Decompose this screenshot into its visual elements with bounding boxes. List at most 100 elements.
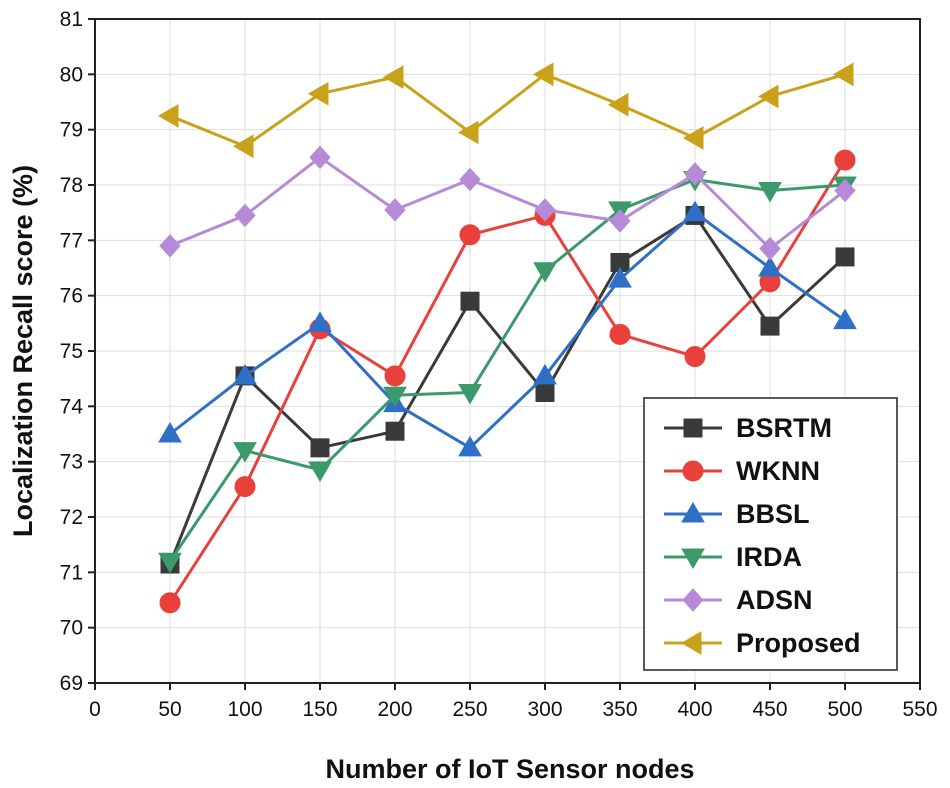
- legend-item-irda: IRDA: [664, 542, 802, 572]
- y-axis-title: Localization Recall score (%): [8, 165, 38, 537]
- series-line: [168, 213, 847, 565]
- data-point: [308, 81, 329, 106]
- legend-marker: [681, 502, 705, 523]
- y-tick-label: 77: [60, 229, 83, 252]
- legend-marker: [681, 631, 702, 655]
- data-point: [309, 145, 331, 170]
- y-tick-label: 78: [60, 174, 83, 197]
- legend-label: IRDA: [736, 542, 802, 572]
- y-tick-label: 76: [60, 285, 83, 308]
- x-tick-label: 500: [827, 698, 862, 721]
- data-point: [684, 346, 706, 368]
- data-point: [533, 62, 554, 87]
- data-point: [759, 236, 781, 261]
- data-point: [683, 126, 704, 150]
- legend-item-bbsl: BBSL: [664, 499, 810, 529]
- data-point: [684, 162, 706, 186]
- x-tick-label: 300: [527, 698, 562, 721]
- data-point: [609, 323, 631, 345]
- y-tick-label: 80: [60, 63, 83, 86]
- data-point: [233, 363, 257, 385]
- data-point: [835, 247, 855, 267]
- data-point: [158, 552, 182, 574]
- data-point: [460, 291, 480, 311]
- y-tick-label: 81: [60, 8, 83, 31]
- tick-layer: 69 70 71 72 73 74 75 76 77 78 79 80 81 0 50 100 150 200 25…: [60, 8, 938, 721]
- data-point: [760, 316, 780, 336]
- data-point: [834, 178, 856, 203]
- legend-item-wknn: WKNN: [664, 456, 820, 486]
- y-tick-label: 69: [60, 672, 83, 695]
- legend-marker: [681, 548, 705, 569]
- data-point: [833, 308, 857, 330]
- data-point: [458, 435, 482, 457]
- data-point: [159, 234, 181, 258]
- data-point: [159, 592, 181, 614]
- series-line: [168, 177, 846, 563]
- legend-item-bsrtm: BSRTM: [664, 413, 832, 443]
- data-point: [535, 383, 555, 402]
- data-point: [458, 384, 482, 405]
- data-point: [384, 365, 406, 387]
- x-tick-label: 0: [89, 698, 101, 721]
- legend-marker: [682, 588, 704, 612]
- series-proposed: [158, 62, 854, 159]
- x-axis-title: Number of IoT Sensor nodes: [325, 754, 694, 784]
- legend-item-proposed: Proposed: [664, 628, 861, 658]
- legend-label: ADSN: [736, 585, 813, 615]
- x-tick-label: 350: [602, 698, 637, 721]
- data-point: [234, 476, 256, 498]
- data-point: [608, 92, 629, 117]
- legend-marker: [682, 460, 704, 482]
- data-point: [308, 311, 332, 332]
- data-point: [459, 167, 481, 192]
- data-point: [833, 62, 854, 87]
- y-tick-label: 74: [60, 395, 84, 418]
- data-point: [758, 182, 782, 203]
- data-point: [385, 421, 405, 441]
- legend-box: [643, 397, 898, 671]
- legend-label: BBSL: [736, 499, 810, 529]
- data-point: [458, 120, 479, 145]
- data-point: [459, 224, 481, 246]
- x-tick-label: 150: [302, 698, 337, 721]
- y-tick-label: 75: [60, 340, 83, 363]
- data-point: [308, 461, 332, 482]
- series-line: [168, 159, 847, 604]
- data-point: [158, 103, 179, 128]
- legend-item-adsn: ADSN: [664, 585, 813, 615]
- x-tick-label: 200: [377, 698, 412, 721]
- x-tick-label: 100: [227, 698, 262, 721]
- data-point: [534, 198, 556, 222]
- y-tick-label: 72: [60, 506, 83, 529]
- legend-label: WKNN: [736, 456, 820, 486]
- y-tick-label: 79: [60, 119, 83, 142]
- x-tick-label: 400: [677, 698, 712, 721]
- data-point: [310, 438, 330, 458]
- legend-marker: [683, 418, 703, 438]
- data-point: [683, 200, 707, 222]
- series-adsn: [159, 145, 856, 261]
- data-point: [234, 203, 256, 228]
- y-tick-label: 70: [60, 617, 83, 640]
- data-point: [383, 65, 404, 89]
- legend: BSRTM WKNN BBSL IRDA ADSN Proposed: [643, 397, 898, 671]
- data-point: [158, 422, 182, 443]
- x-tick-label: 50: [158, 698, 181, 721]
- series-line: [169, 211, 846, 450]
- series-line: [169, 72, 846, 148]
- data-point: [758, 84, 779, 109]
- series-bbsl: [158, 200, 857, 457]
- x-tick-label: 450: [752, 698, 787, 721]
- data-point: [834, 149, 856, 171]
- data-point: [533, 363, 557, 385]
- y-tick-label: 71: [60, 561, 83, 584]
- data-point: [233, 134, 254, 159]
- data-point: [233, 442, 257, 463]
- data-point: [758, 256, 782, 277]
- series-line: [169, 155, 846, 251]
- data-point: [609, 209, 631, 233]
- data-point: [383, 386, 407, 408]
- data-point: [533, 262, 557, 283]
- legend-label: Proposed: [736, 628, 861, 658]
